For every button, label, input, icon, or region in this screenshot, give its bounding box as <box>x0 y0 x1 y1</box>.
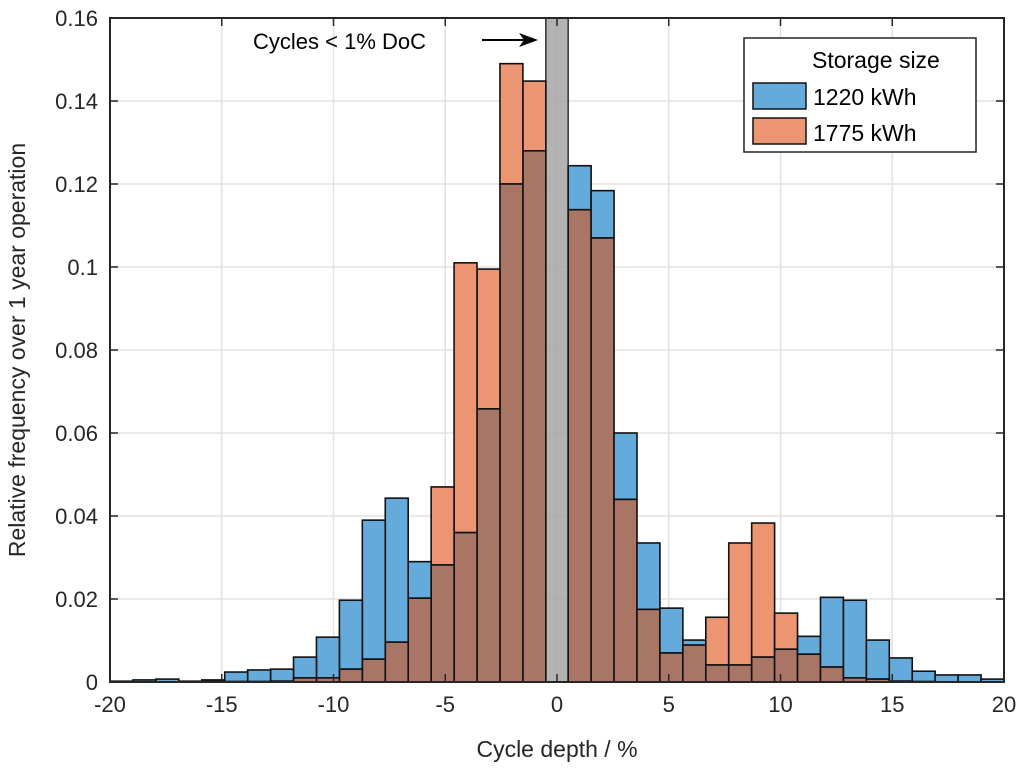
bar-1220-kwh <box>315 636 341 679</box>
x-tick-label: 20 <box>992 692 1016 717</box>
bar-overlap <box>338 668 364 683</box>
y-axis-label: Relative frequency over 1 year operation <box>4 143 30 557</box>
bar-1775-kwh <box>476 268 501 410</box>
bar-overlap <box>499 183 524 683</box>
excluded-band <box>545 17 569 683</box>
bar-1220-kwh <box>819 596 845 668</box>
bar-overlap <box>682 644 707 683</box>
x-tick-label: -20 <box>94 692 126 717</box>
y-tick-label: 0.1 <box>67 255 98 280</box>
bar-1220-kwh <box>407 560 432 599</box>
annotation-arrow-icon <box>519 33 538 47</box>
x-tick-label: -10 <box>318 692 350 717</box>
x-tick-label: 10 <box>768 692 792 717</box>
y-tick-label: 0.06 <box>55 421 98 446</box>
annotation: Cycles < 1% DoC <box>253 29 538 54</box>
bars-layer <box>109 62 1005 683</box>
bar-1220-kwh <box>338 599 364 670</box>
x-axis-label: Cycle depth / % <box>476 736 637 762</box>
y-tick-label: 0.02 <box>55 587 98 612</box>
bar-overlap <box>590 237 615 683</box>
bar-1220-kwh <box>957 674 982 683</box>
bar-1775-kwh <box>773 612 799 651</box>
tick-labels-layer: -20 -15 -10 -5 0 5 10 15 20 0 0.02 0.04 0.06 0.08 0.1 0… <box>55 6 1016 717</box>
bar-1220-kwh <box>590 189 615 239</box>
bar-overlap <box>453 531 478 683</box>
bar-1775-kwh <box>750 522 776 658</box>
bar-overlap <box>750 656 776 683</box>
bar-overlap <box>819 666 845 683</box>
bar-1220-kwh <box>384 497 409 643</box>
bar-1220-kwh <box>796 635 822 655</box>
legend-title: Storage size <box>812 47 940 73</box>
bar-1220-kwh <box>246 669 272 683</box>
bar-1775-kwh <box>453 262 478 534</box>
bar-overlap <box>384 641 409 683</box>
y-tick-label: 0.14 <box>55 89 98 114</box>
x-tick-label: -5 <box>435 692 455 717</box>
legend-label-1775-kwh: 1775 kWh <box>813 120 917 146</box>
y-tick-label: 0.04 <box>55 504 98 529</box>
bar-1220-kwh <box>613 432 638 501</box>
x-tick-label: 0 <box>551 692 563 717</box>
bar-overlap <box>522 150 547 683</box>
bar-1220-kwh <box>911 670 936 683</box>
bar-1220-kwh <box>934 674 959 683</box>
bar-overlap <box>430 564 455 683</box>
bar-1220-kwh <box>659 607 684 654</box>
bar-1220-kwh <box>842 599 868 679</box>
bar-1775-kwh <box>727 542 753 666</box>
bar-overlap <box>773 648 799 683</box>
legend: Storage size 1220 kWh 1775 kWh <box>743 37 977 153</box>
bar-overlap <box>727 664 753 683</box>
legend-swatch-1775-kwh <box>752 117 807 145</box>
bar-overlap <box>567 208 592 683</box>
x-tick-label: -15 <box>206 692 238 717</box>
bar-overlap <box>636 608 661 683</box>
bar-overlap <box>659 652 684 683</box>
bar-1775-kwh <box>705 616 730 666</box>
y-tick-label: 0 <box>86 670 98 695</box>
bar-1220-kwh <box>865 639 891 680</box>
legend-swatch-1220-kwh <box>752 82 807 110</box>
bar-1220-kwh <box>361 519 387 660</box>
y-tick-label: 0.16 <box>55 6 98 31</box>
bar-1775-kwh <box>499 62 524 185</box>
bar-overlap <box>613 498 638 683</box>
x-tick-label: 15 <box>880 692 904 717</box>
excluded-band-layer <box>545 17 569 683</box>
bar-overlap <box>407 597 432 683</box>
y-tick-label: 0.08 <box>55 338 98 363</box>
bar-overlap <box>476 408 501 683</box>
x-tick-label: 5 <box>663 692 675 717</box>
y-tick-label: 0.12 <box>55 172 98 197</box>
annotation-text: Cycles < 1% DoC <box>253 29 426 54</box>
bar-overlap <box>705 664 730 683</box>
bar-1220-kwh <box>567 164 592 211</box>
axes-layer <box>109 17 1005 683</box>
bar-1220-kwh <box>269 668 295 682</box>
bar-1220-kwh <box>292 656 318 679</box>
bar-1775-kwh <box>430 486 455 566</box>
legend-label-1220-kwh: 1220 kWh <box>813 84 917 110</box>
bar-overlap <box>361 658 387 683</box>
bar-1220-kwh <box>223 671 249 683</box>
bar-1775-kwh <box>522 80 547 152</box>
bar-overlap <box>796 653 822 683</box>
bar-1220-kwh <box>636 542 661 611</box>
